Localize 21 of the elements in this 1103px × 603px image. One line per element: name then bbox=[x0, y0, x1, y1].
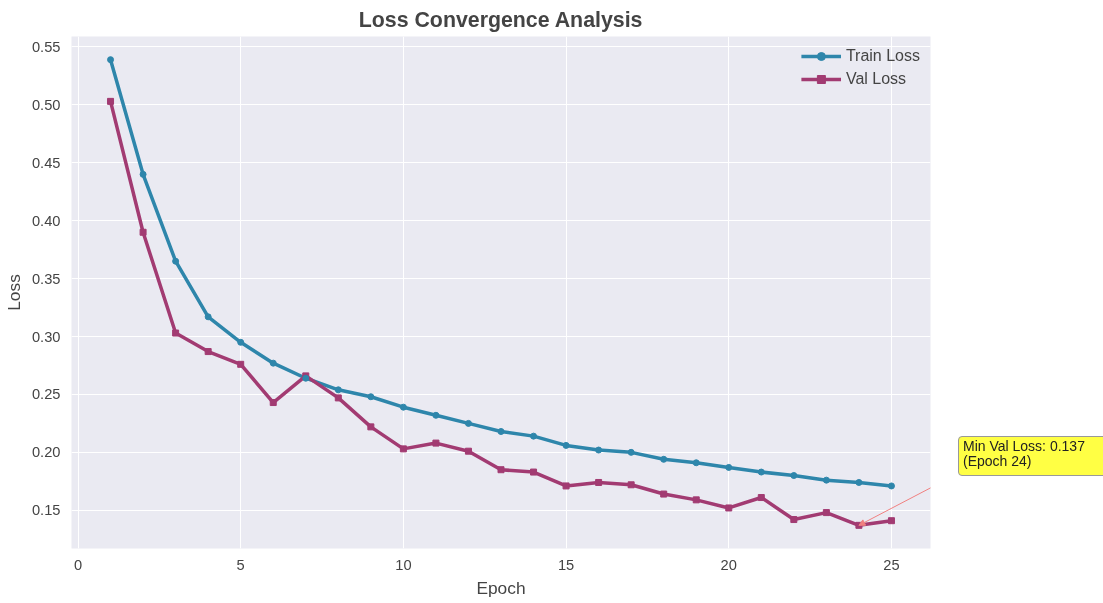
chart-title: Loss Convergence Analysis bbox=[358, 7, 643, 32]
x-tick-label: 5 bbox=[236, 556, 245, 573]
x-tick-label: 10 bbox=[395, 556, 412, 573]
x-tick-label: 20 bbox=[720, 556, 737, 573]
y-tick-label: 0.35 bbox=[31, 270, 61, 287]
y-tick-label: 0.25 bbox=[31, 386, 61, 403]
x-axis-title: Epoch bbox=[476, 577, 526, 598]
y-tick-label: 0.15 bbox=[31, 502, 61, 519]
x-tick-label: 0 bbox=[73, 556, 83, 573]
y-axis-title: Loss bbox=[3, 273, 24, 311]
x-tick-label: 25 bbox=[883, 556, 900, 573]
y-tick-label: 0.20 bbox=[31, 444, 61, 461]
y-tick-label: 0.45 bbox=[31, 154, 61, 171]
y-tick-label: 0.55 bbox=[31, 38, 61, 55]
annotation: Min Val Loss: 0.137 (Epoch 24) bbox=[963, 438, 1085, 470]
y-tick-label: 0.50 bbox=[31, 96, 61, 113]
legend-label: Val Loss bbox=[845, 70, 907, 88]
x-tick-label: 15 bbox=[557, 556, 575, 573]
legend-label: Train Loss bbox=[845, 47, 920, 65]
y-tick-label: 0.40 bbox=[31, 212, 61, 229]
y-tick-label: 0.30 bbox=[31, 328, 61, 345]
